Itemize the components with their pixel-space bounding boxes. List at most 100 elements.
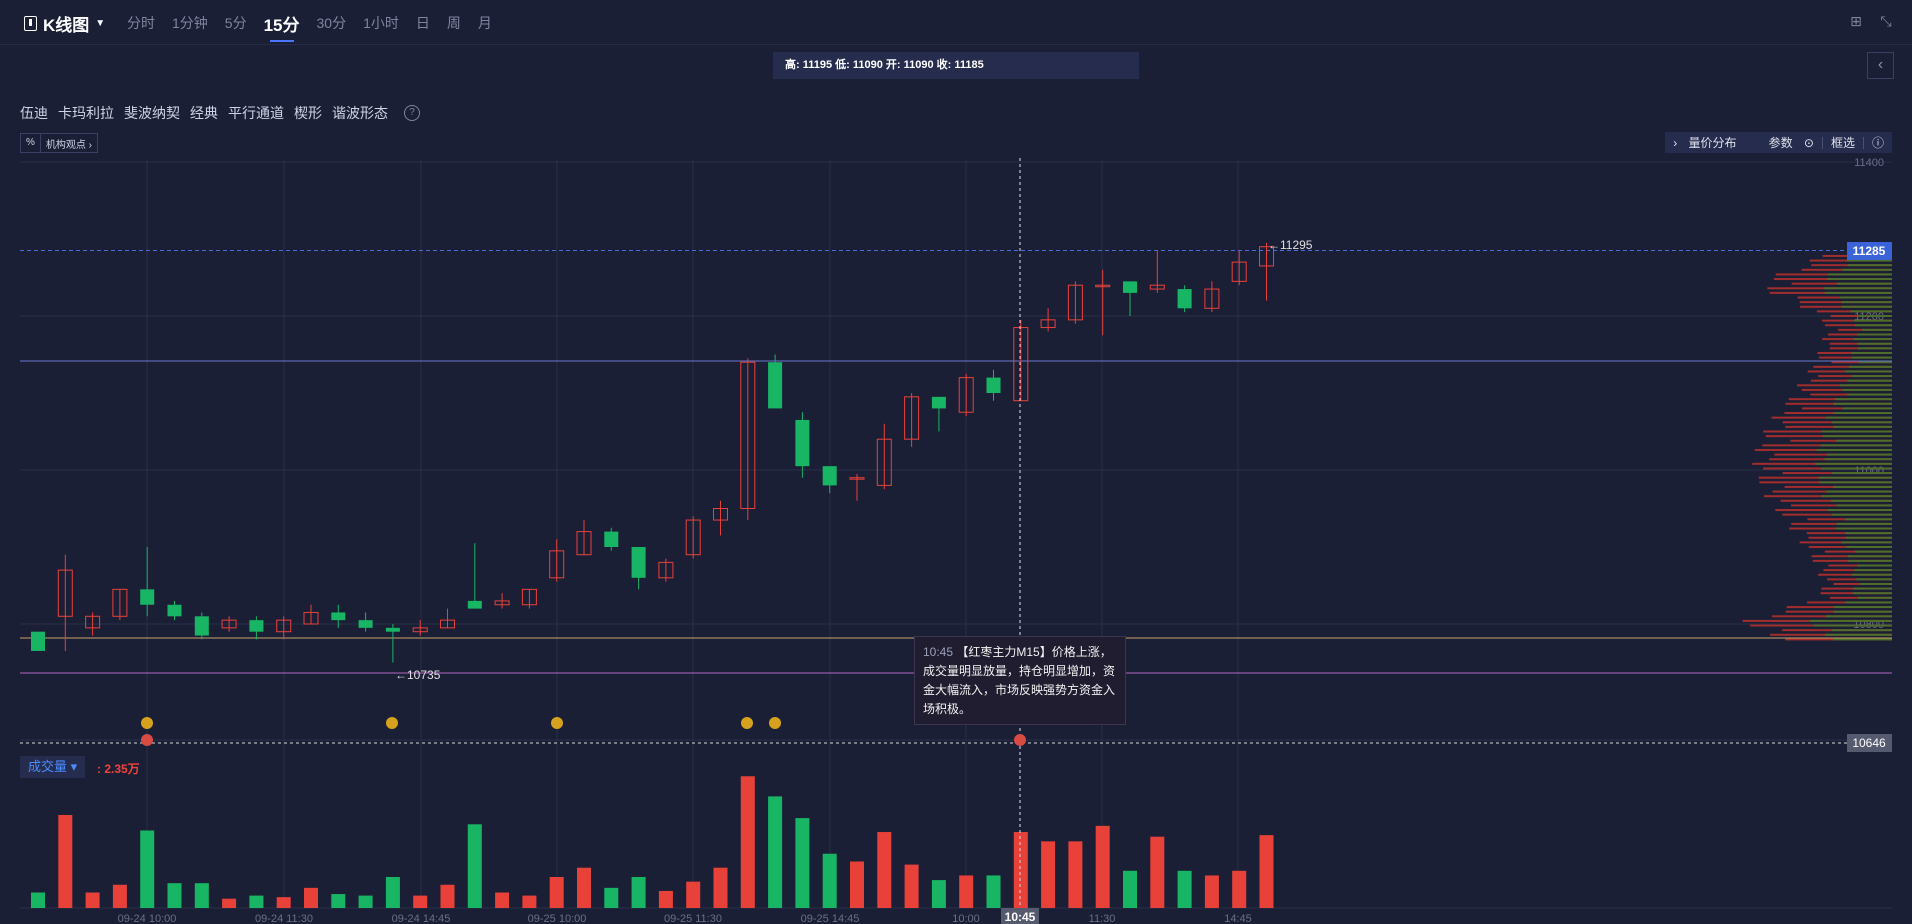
volume-indicator-selector[interactable]: 成交量 ▾ bbox=[20, 756, 86, 778]
help-icon[interactable]: ⓘ bbox=[1871, 136, 1884, 150]
volume-profile-bar bbox=[1830, 499, 1892, 502]
volume-bar bbox=[331, 894, 346, 908]
candle-body bbox=[768, 362, 783, 409]
volume-bar bbox=[740, 776, 755, 908]
period-tab[interactable]: 月 bbox=[477, 15, 492, 31]
chart-type-selector[interactable]: K线图 ▼ bbox=[24, 11, 105, 36]
period-tab[interactable]: 1分钟 bbox=[172, 15, 208, 31]
candle-body bbox=[958, 377, 974, 413]
volume-bar bbox=[58, 815, 73, 908]
window-controls: ⊞ ⤡ bbox=[1848, 13, 1894, 29]
x-tick-label: 11:30 bbox=[1089, 913, 1116, 924]
volume-profile-bar bbox=[1836, 439, 1892, 442]
period-tabs: 分时 1分钟 5分 15分 30分 1小时日周月 bbox=[127, 11, 509, 42]
candle-body bbox=[521, 588, 537, 606]
volume-profile-bar bbox=[1846, 259, 1892, 262]
drawing-tool-item[interactable]: 卡玛利拉 bbox=[58, 105, 114, 121]
volume-profile-bar bbox=[1846, 546, 1892, 548]
volume-bar bbox=[1123, 870, 1137, 908]
period-tab[interactable]: 1小时 bbox=[363, 15, 399, 31]
candle-body bbox=[385, 627, 400, 632]
divider bbox=[1862, 136, 1864, 149]
candle-body bbox=[1013, 327, 1029, 402]
candle-body bbox=[822, 466, 837, 486]
box-select-button[interactable]: 框选 bbox=[1830, 136, 1855, 150]
volume-bar bbox=[795, 818, 810, 908]
drawing-tool-item[interactable]: 经典 bbox=[190, 105, 218, 121]
period-tab[interactable]: 30分 bbox=[316, 15, 347, 31]
volume-profile-bar bbox=[1857, 342, 1892, 345]
volume-bar bbox=[768, 796, 783, 908]
high-price-marker: ←11295 bbox=[1268, 238, 1313, 252]
volume-bar bbox=[1068, 841, 1083, 908]
period-tab[interactable]: 15分 bbox=[264, 11, 300, 42]
volume-profile-bar bbox=[1853, 587, 1892, 590]
volume-bar bbox=[440, 884, 455, 908]
volume-profile-bar bbox=[1848, 559, 1892, 562]
volume-profile-bar bbox=[1835, 398, 1892, 401]
volume-profile-bar bbox=[1845, 601, 1892, 604]
candle-body bbox=[57, 569, 73, 617]
event-marker-icon bbox=[551, 717, 563, 729]
right-toolbar: › 量价分布 参数 ⊙ 框选 ⓘ bbox=[1665, 132, 1892, 153]
candle-body bbox=[876, 438, 892, 486]
volume-profile-button[interactable]: › 量价分布 bbox=[1665, 134, 1752, 151]
candle-body bbox=[221, 619, 237, 629]
volume-profile-bar bbox=[1852, 592, 1892, 595]
volume-profile-bar bbox=[1842, 268, 1892, 271]
volume-profile-bar bbox=[1841, 305, 1892, 308]
volume-profile-bar bbox=[1827, 453, 1892, 456]
volume-bar bbox=[686, 881, 701, 908]
volume-profile-bar bbox=[1842, 388, 1892, 391]
volume-bar bbox=[604, 887, 619, 908]
volume-profile-bar bbox=[1827, 509, 1892, 512]
candle-body bbox=[31, 631, 45, 651]
period-tab[interactable]: 日 bbox=[415, 15, 430, 31]
drawing-tool-item[interactable]: 谐波形态 bbox=[332, 105, 388, 121]
volume-profile-bar bbox=[1856, 564, 1892, 567]
help-icon[interactable]: ? bbox=[404, 105, 420, 121]
volume-bar bbox=[194, 883, 209, 908]
drawing-tool-item[interactable]: 伍迪 bbox=[20, 105, 48, 121]
volume-bar bbox=[140, 830, 155, 908]
x-tick-label: 09-25 10:00 bbox=[528, 913, 587, 924]
period-tab[interactable]: 5分 bbox=[224, 15, 247, 31]
drawing-tool-item[interactable]: 楔形 bbox=[294, 105, 322, 121]
volume-profile-bar bbox=[1833, 638, 1892, 641]
drawing-tool-item[interactable]: 斐波纳契 bbox=[124, 105, 180, 121]
institution-view-button[interactable]: % 机构观点 › bbox=[20, 133, 99, 153]
volume-profile-bar bbox=[1848, 365, 1892, 368]
volume-profile-bar bbox=[1815, 462, 1892, 465]
chevron-left-icon[interactable]: ‹ bbox=[1867, 52, 1894, 79]
volume-profile-bar bbox=[1857, 347, 1892, 350]
volume-profile-bar bbox=[1855, 550, 1892, 553]
candle-body bbox=[1204, 288, 1220, 309]
candle-body bbox=[1067, 284, 1083, 321]
volume-bar bbox=[986, 875, 1001, 908]
candle-body bbox=[140, 589, 155, 605]
candle-body bbox=[440, 619, 455, 629]
volume-bar bbox=[1013, 832, 1028, 908]
volume-bar bbox=[1177, 870, 1192, 908]
volume-profile-bar bbox=[1847, 393, 1892, 396]
volume-bar bbox=[1041, 841, 1056, 908]
volume-bar bbox=[631, 877, 646, 908]
drawing-tool-item[interactable]: 平行通道 bbox=[228, 105, 284, 121]
period-tab[interactable]: 分时 bbox=[127, 15, 155, 31]
volume-profile-bar bbox=[1824, 633, 1892, 636]
period-tab[interactable]: 周 bbox=[446, 15, 461, 31]
volume-profile-bar bbox=[1831, 472, 1892, 475]
candle-body bbox=[358, 620, 373, 628]
layout-grid-icon[interactable]: ⊞ bbox=[1850, 13, 1862, 29]
candle-body bbox=[604, 531, 619, 547]
candle-body bbox=[795, 419, 810, 467]
current-price-tag bbox=[1847, 242, 1892, 260]
collapse-icon[interactable]: ⤡ bbox=[1880, 13, 1892, 29]
params-button[interactable]: 参数 ⊙ bbox=[1753, 134, 1822, 151]
ohlc-info-bar: 高: 11195 低: 11090 开: 11090 收: 11185 bbox=[773, 52, 1139, 79]
candle-body bbox=[1231, 261, 1247, 282]
volume-profile-bar bbox=[1859, 582, 1892, 585]
volume-profile-bar bbox=[1821, 430, 1892, 433]
chevron-down-icon: ▼ bbox=[95, 18, 106, 29]
